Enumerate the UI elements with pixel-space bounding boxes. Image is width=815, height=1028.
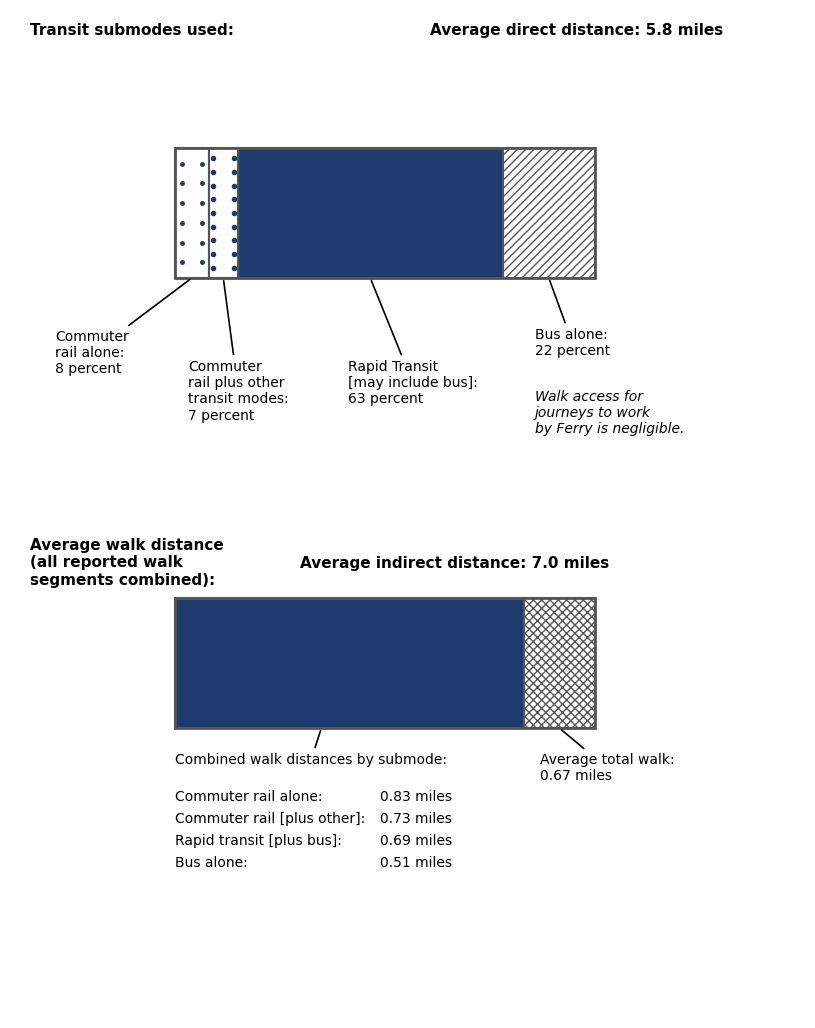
Bar	[175, 598, 595, 728]
Text: Bus alone:
22 percent: Bus alone: 22 percent	[535, 281, 610, 358]
Bar	[175, 598, 523, 728]
Text: Rapid Transit
[may include bus]:
63 percent: Rapid Transit [may include bus]: 63 perc…	[348, 281, 478, 406]
Bar	[523, 598, 595, 728]
Text: 0.51 miles: 0.51 miles	[380, 856, 452, 870]
Text: Commuter
rail alone:
8 percent: Commuter rail alone: 8 percent	[55, 280, 190, 376]
Bar	[209, 148, 238, 278]
Bar	[175, 148, 595, 278]
Bar	[238, 148, 503, 278]
Text: Average walk distance
(all reported walk
segments combined):: Average walk distance (all reported walk…	[30, 538, 224, 588]
Text: Commuter
rail plus other
transit modes:
7 percent: Commuter rail plus other transit modes: …	[188, 281, 289, 423]
Text: 0.69 miles: 0.69 miles	[380, 834, 452, 848]
Text: Bus alone:: Bus alone:	[175, 856, 248, 870]
Text: Rapid transit [plus bus]:: Rapid transit [plus bus]:	[175, 834, 341, 848]
Text: Average indirect distance: 7.0 miles: Average indirect distance: 7.0 miles	[300, 556, 610, 571]
Text: Average total walk:
0.67 miles: Average total walk: 0.67 miles	[540, 730, 675, 783]
Text: Transit submodes used:: Transit submodes used:	[30, 23, 234, 38]
Text: 0.83 miles: 0.83 miles	[380, 790, 452, 804]
Text: Combined walk distances by submode:: Combined walk distances by submode:	[175, 731, 447, 767]
Text: Commuter rail [plus other]:: Commuter rail [plus other]:	[175, 812, 365, 827]
Text: Walk access for
journeys to work
by Ferry is negligible.: Walk access for journeys to work by Ferr…	[535, 390, 685, 437]
Bar	[175, 148, 209, 278]
Text: 0.73 miles: 0.73 miles	[380, 812, 452, 827]
Text: Average direct distance: 5.8 miles: Average direct distance: 5.8 miles	[430, 23, 723, 38]
Text: Commuter rail alone:: Commuter rail alone:	[175, 790, 323, 804]
Bar	[503, 148, 595, 278]
